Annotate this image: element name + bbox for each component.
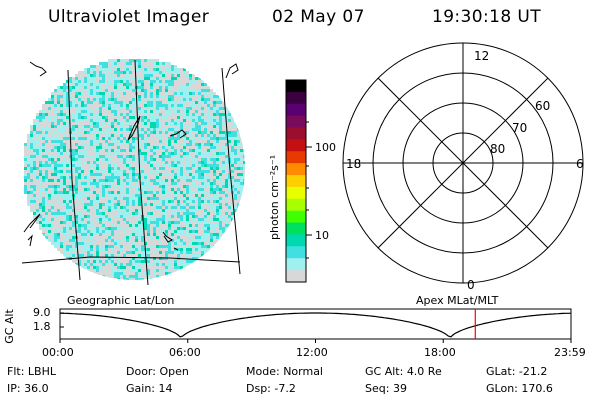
colorbar-band [286, 127, 306, 141]
mlat-label-70: 70 [512, 121, 527, 135]
info-seq: Seq: 39 [365, 382, 407, 395]
timeline-xtick-label: 18:00 [424, 346, 456, 359]
timeline-ylabel-wrap: GC Alt [0, 309, 22, 344]
info-value: 36.0 [24, 382, 49, 395]
polar-caption: Apex MLat/MLT [416, 294, 499, 307]
mlt-label-12: 12 [474, 49, 489, 63]
time-label: 19:30:18 UT [432, 7, 541, 27]
colorbar-band [286, 91, 306, 105]
colorbar-tick-label: 100 [315, 141, 336, 154]
colorbar-unit-label: photon cm⁻²s⁻¹ [268, 155, 281, 240]
info-value: 14 [158, 382, 173, 395]
polar-plot [342, 42, 584, 284]
mlt-label-18: 18 [346, 157, 361, 171]
colorbar-band [286, 210, 306, 224]
colorbar-band [286, 175, 306, 188]
info-gain: Gain: 14 [126, 382, 173, 395]
colorbar-band [286, 103, 306, 117]
info-value: 170.6 [521, 382, 553, 395]
colorbar-band [286, 163, 306, 176]
info-label: GC Alt: [365, 365, 404, 378]
colorbar [286, 80, 306, 283]
info-label: GLat: [486, 365, 516, 378]
info-label: Mode: [246, 365, 280, 378]
info-ip: IP: 36.0 [7, 382, 49, 395]
info-value: -7.2 [274, 382, 296, 395]
colorbar-band [286, 246, 306, 259]
info-value: Open [159, 365, 189, 378]
timeline-xtick-label: 12:00 [296, 346, 328, 359]
colorbar-band [286, 80, 306, 93]
colorbar-band [286, 186, 306, 200]
info-door: Door: Open [126, 365, 189, 378]
longitude-line [221, 67, 241, 275]
timeline-ytick-label: 1.8 [33, 320, 51, 333]
info-value: -21.2 [518, 365, 548, 378]
info-label: GLon: [486, 382, 518, 395]
geographic-grid [21, 59, 241, 286]
colorbar-band [286, 115, 306, 129]
timeline-ytick-label: 9.0 [33, 306, 51, 319]
info-label: Door: [126, 365, 156, 378]
info-value: 4.0 Re [406, 365, 442, 378]
mlat-label-80: 80 [490, 142, 505, 156]
info-label: Gain: [126, 382, 155, 395]
colorbar-band [286, 234, 306, 247]
date-label: 02 May 07 [272, 7, 365, 27]
timeline-xtick-label: 00:00 [42, 346, 74, 359]
timeline-y-ticks [60, 312, 64, 328]
colorbar-band [286, 258, 306, 271]
colorbar-band [286, 222, 306, 236]
info-gc-alt: GC Alt: 4.0 Re [365, 365, 442, 378]
colorbar-band [286, 151, 306, 164]
info-label: Flt: [7, 365, 25, 378]
colorbar-tick-label: 10 [315, 229, 329, 242]
info-label: IP: [7, 382, 21, 395]
globe-image [24, 59, 245, 280]
mlt-label-6: 6 [576, 157, 584, 171]
colorbar-ticks [306, 121, 312, 259]
timeline-xtick-label: 06:00 [169, 346, 201, 359]
coastlines [23, 61, 239, 251]
colorbar-band [286, 198, 306, 212]
colorbar-frame [285, 79, 307, 283]
timeline-xtick-label: 23:59 [554, 346, 586, 359]
orbit-altitude-curve [59, 312, 572, 338]
longitude-line [67, 69, 81, 281]
info-label: Dsp: [246, 382, 271, 395]
info-glon: GLon: 170.6 [486, 382, 553, 395]
info-value: Normal [283, 365, 323, 378]
mlat-label-60: 60 [535, 99, 550, 113]
mlt-label-0: 0 [467, 278, 475, 292]
info-value: 39 [392, 382, 407, 395]
instrument-title: Ultraviolet Imager [48, 7, 210, 27]
info-label: Seq: [365, 382, 390, 395]
polar-diagonal [377, 77, 549, 249]
info-flt: Flt: LBHL [7, 365, 56, 378]
info-dsp: Dsp: -7.2 [246, 382, 296, 395]
colorbar-band [286, 270, 306, 283]
info-value: LBHL [27, 365, 56, 378]
info-mode: Mode: Normal [246, 365, 323, 378]
longitude-line [134, 59, 149, 286]
timeline-x-ticks [59, 339, 572, 343]
latitude-line [21, 256, 241, 264]
info-glat: GLat: -21.2 [486, 365, 547, 378]
colorbar-band [286, 139, 306, 152]
globe-caption: Geographic Lat/Lon [67, 294, 175, 307]
timeline-ylabel: GC Alt [2, 309, 16, 344]
